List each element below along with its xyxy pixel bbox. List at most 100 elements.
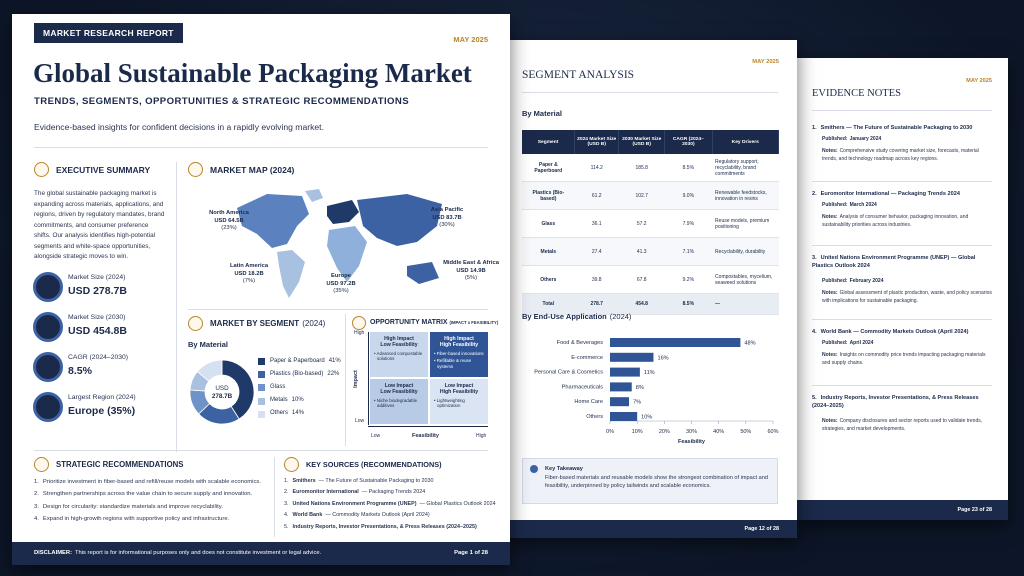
table-cell: Metals xyxy=(522,237,575,266)
legend-value: 14% xyxy=(292,410,305,417)
report-date: MAY 2025 xyxy=(453,35,488,44)
axis-label: Low xyxy=(355,418,365,424)
x-tick-label: 30% xyxy=(686,429,697,435)
category-label: Pharmaceuticals xyxy=(562,384,604,390)
notes-label: Notes: xyxy=(822,290,838,296)
quadrant-item: • Fiber-based innovations xyxy=(434,350,484,356)
table-cell: 61.2 xyxy=(574,181,619,210)
published-date: March 2024 xyxy=(849,202,877,208)
source-org: World Bank xyxy=(292,512,323,519)
table-header: Key Drivers xyxy=(712,130,780,154)
bar xyxy=(610,352,654,362)
legend-swatch xyxy=(258,410,265,418)
table-cell: 454.8 xyxy=(618,293,665,315)
region-value: USD 14.9B xyxy=(456,267,486,274)
axis-label: Low xyxy=(371,433,381,439)
footer: Page 12 of 28 xyxy=(500,520,797,538)
table-cell: 102.7 xyxy=(618,181,665,210)
note-number: 5. xyxy=(812,395,817,401)
source-title: — The Future of Sustainable Packaging to… xyxy=(318,478,434,484)
kpi-icon xyxy=(33,312,63,342)
material-table: Segment 2024 Market Size (USD B) 2030 Mark… xyxy=(522,130,780,315)
source: 5. Industry Reports, Investor Presentatio… xyxy=(284,524,477,530)
axis-title: Feasibility xyxy=(412,433,439,439)
category-label: Others xyxy=(586,414,603,420)
heading-main: By End-Use Application xyxy=(522,312,607,321)
notes-label: Notes: xyxy=(822,214,838,220)
note-title-text: Euromonitor International — Packaging Tr… xyxy=(820,191,960,197)
note-title: 1. Smithers — The Future of Sustainable P… xyxy=(812,124,992,132)
recommendation: 2. Strengthen partnerships across the val… xyxy=(34,491,252,497)
legend-value: 41% xyxy=(328,357,341,364)
table-cell: 9.0% xyxy=(664,181,713,210)
axis-title: Impact xyxy=(352,370,359,388)
note-title-text: Industry Reports, Investor Presentations… xyxy=(812,395,979,409)
note-text: Notes: Global assessment of plastic produ… xyxy=(822,290,994,305)
region-name: North America xyxy=(209,210,249,216)
category-label: Home Care xyxy=(574,399,603,405)
region-share: (23%) xyxy=(221,225,237,232)
source-title: — Global Plastics Outlook 2024 xyxy=(419,500,496,507)
source-title: — Packaging Trends 2024 xyxy=(361,489,426,496)
table-header: 2030 Market Size (USD B) xyxy=(618,130,666,154)
note-title-text: World Bank — Commodity Markets Outlook (… xyxy=(820,329,969,335)
bar-value-label: 11% xyxy=(644,370,655,376)
footer: Page 23 of 28 xyxy=(790,500,1008,520)
table-cell: 8.5% xyxy=(664,154,713,182)
source-org: United Nations Environment Programme (UN… xyxy=(292,500,417,507)
item-number: 3. xyxy=(284,500,289,507)
evidence-page: MAY 2025 EVIDENCE NOTES 1. Smithers — The F… xyxy=(790,58,1008,520)
table-cell: Others xyxy=(522,265,575,294)
divider xyxy=(812,110,992,111)
recommendation: 3. Design for circularity: standardize ma… xyxy=(34,504,223,510)
item-number: 2. xyxy=(34,491,39,498)
legend-label: Metals xyxy=(270,397,288,404)
page-heading: SEGMENT ANALYSIS xyxy=(522,69,635,81)
region-value: USD 83.7B xyxy=(432,214,462,221)
region-share: (5%) xyxy=(464,275,478,282)
divider xyxy=(34,450,488,451)
divider xyxy=(345,314,346,446)
table-cell: 41.3 xyxy=(618,237,665,266)
table-header: CAGR (2024–2030) xyxy=(664,130,713,154)
table-cell: Renewable feedstocks, innovation in resi… xyxy=(712,181,779,210)
section-heading: MARKET BY SEGMENT (2024) xyxy=(210,319,325,328)
region-share: (35%) xyxy=(333,288,349,295)
kpi-label: CAGR (2024–2030) xyxy=(68,354,129,361)
subheading: By End-Use Application (2024) xyxy=(522,312,631,321)
map-region-label: Middle East & Africa USD 14.9B (5%) xyxy=(432,260,510,283)
bar-value-label: 48% xyxy=(744,341,755,347)
recommendation: 1. Prioritize investment in fiber-based a… xyxy=(34,479,261,485)
bar-value-label: 8% xyxy=(636,385,644,391)
donut-center-label: USD xyxy=(215,385,229,392)
note-published: Published: February 2024 xyxy=(822,278,883,284)
category-label: E-commerce xyxy=(571,355,603,361)
map-region-label: Asia Pacific USD 83.7B (30%) xyxy=(408,207,486,230)
quadrant-title: Low Impact xyxy=(444,383,474,389)
bar xyxy=(610,412,638,421)
matrix-quadrant: Low Impact High Feasibility • Lightweighti… xyxy=(430,379,488,424)
bar-chart: 0% 10% 20% 30% 40% 50% 60% Feasibility Food & Be… xyxy=(534,338,779,445)
bar-value-label: 10% xyxy=(641,415,652,421)
legend-label: Paper & Paperboard xyxy=(270,357,325,364)
takeaway-text: Fiber-based materials and reusable model… xyxy=(545,475,768,489)
notes-text: Insights on commodity price trends impac… xyxy=(822,352,986,366)
disclaimer-text: This report is for informational purpose… xyxy=(75,550,322,556)
region-name: Asia Pacific xyxy=(430,207,464,213)
note-title-text: Smithers — The Future of Sustainable Pac… xyxy=(820,125,973,131)
kpi-value: USD 278.7B xyxy=(68,285,127,297)
item-text: Expand in high-growth regions with suppo… xyxy=(42,515,230,522)
bar xyxy=(610,338,741,347)
section-heading: MARKET MAP (2024) xyxy=(210,165,295,175)
quadrant-title: High Impact xyxy=(444,336,474,342)
kpi-icon xyxy=(33,392,63,422)
map-latin-america xyxy=(277,250,305,298)
map-region-label: Europe USD 97.2B (35%) xyxy=(302,273,380,296)
section-icon xyxy=(352,316,366,330)
map-region-label: North America USD 64.5B (23%) xyxy=(190,210,268,233)
x-tick-label: 60% xyxy=(767,429,778,435)
region-name: Latin America xyxy=(229,263,269,269)
note-text: Notes: Insights on commodity price trends… xyxy=(822,352,994,367)
x-tick-label: 0% xyxy=(606,429,614,435)
table-cell: Glass xyxy=(522,209,575,238)
